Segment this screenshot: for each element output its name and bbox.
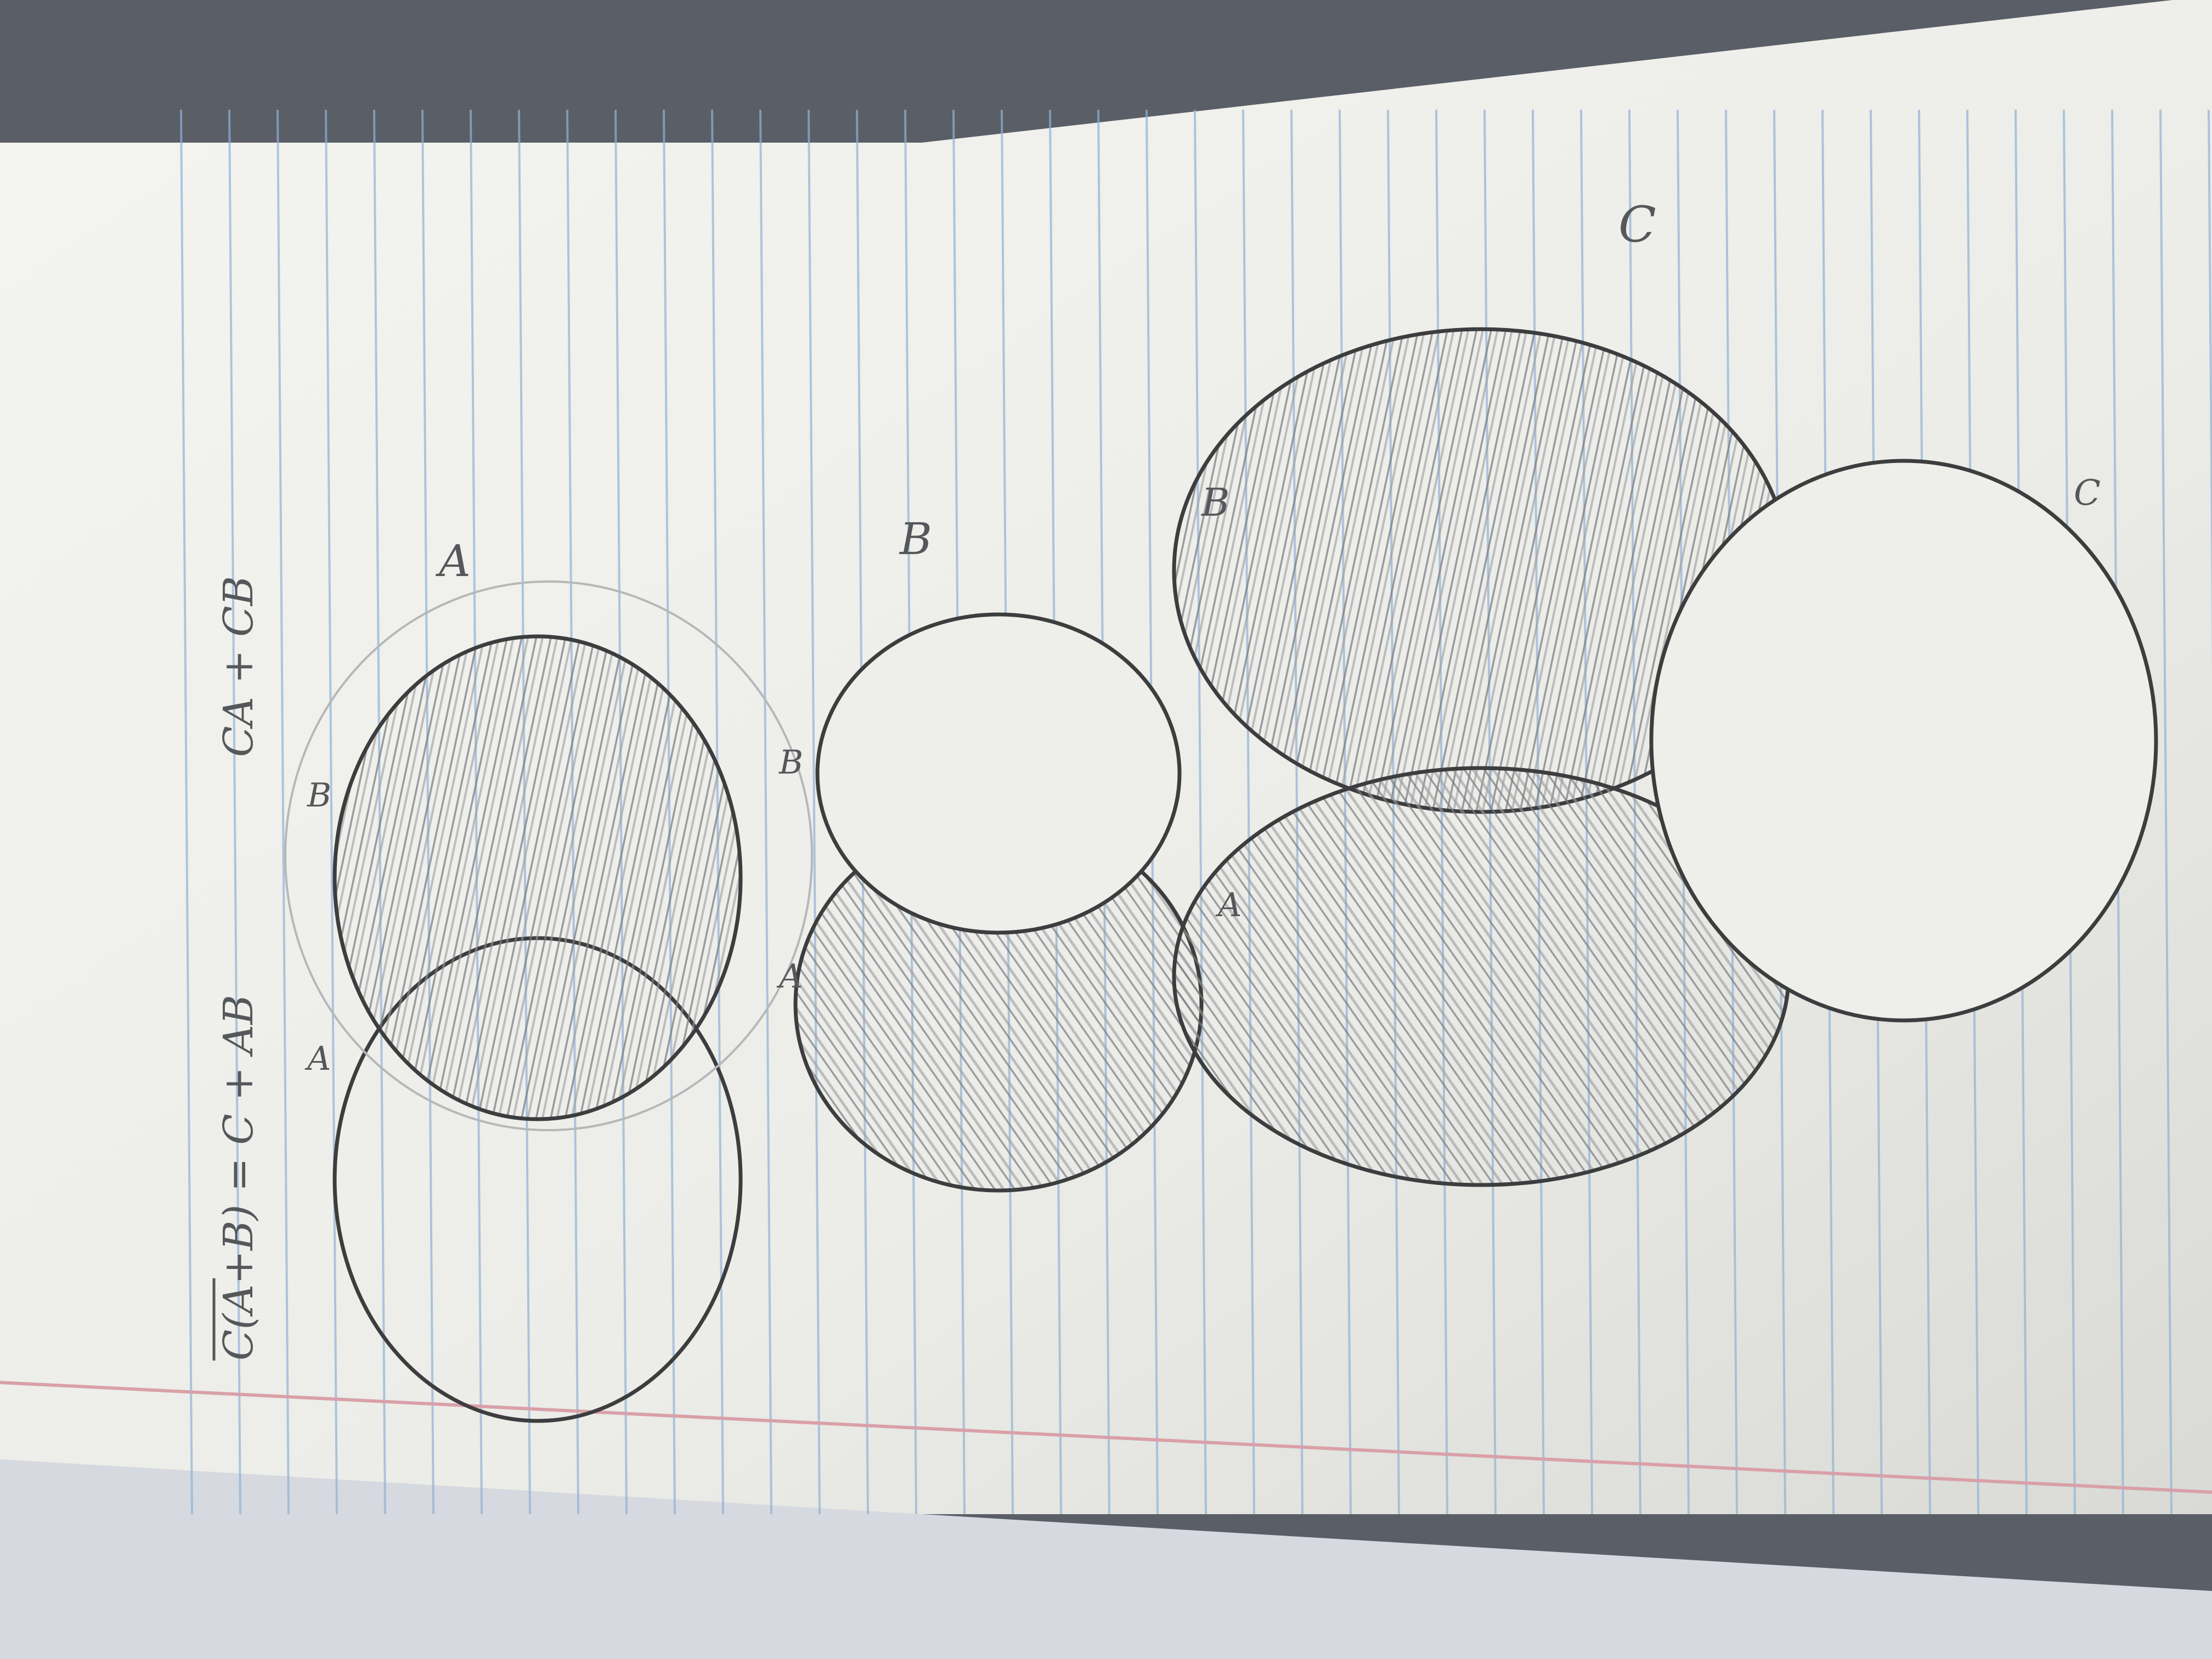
- rule-line: [759, 109, 772, 1515]
- rule-line: [180, 109, 193, 1515]
- caption: C: [1618, 196, 1656, 253]
- caption: A: [435, 535, 471, 586]
- equation-left: C(A+B) = C + AB: [215, 995, 262, 1361]
- label-b: B: [778, 743, 803, 782]
- equation-right: CA + CB: [215, 576, 262, 757]
- rule-line: [1194, 109, 1207, 1515]
- label-c: C: [2074, 473, 2101, 514]
- venn-diagram-1: A B A: [284, 535, 813, 1423]
- label-b: B: [1200, 480, 1229, 525]
- set-b-circle: [332, 634, 743, 1121]
- rule-line: [228, 109, 241, 1515]
- set-c-circle: [1649, 459, 2158, 1023]
- rule-line: [2208, 109, 2212, 672]
- caption: B: [899, 514, 932, 565]
- label-b: B: [307, 776, 331, 815]
- lower-page: [0, 1459, 2212, 1659]
- rule-line: [276, 109, 290, 1515]
- rule-line: [325, 109, 338, 1515]
- label-a: A: [1215, 886, 1242, 924]
- venn-diagram-2: A B B: [776, 514, 1204, 1193]
- faint-circle: [284, 580, 813, 1131]
- rule-line: [2159, 109, 2172, 1515]
- rule-line: [1242, 109, 1255, 1515]
- venn-diagram-3: A B C C: [1172, 196, 2158, 1187]
- margin-line: [0, 1381, 2212, 1494]
- label-a: A: [304, 1040, 331, 1078]
- label-a: A: [776, 957, 803, 996]
- rule-line: [808, 109, 821, 1515]
- set-b-circle: [815, 612, 1182, 935]
